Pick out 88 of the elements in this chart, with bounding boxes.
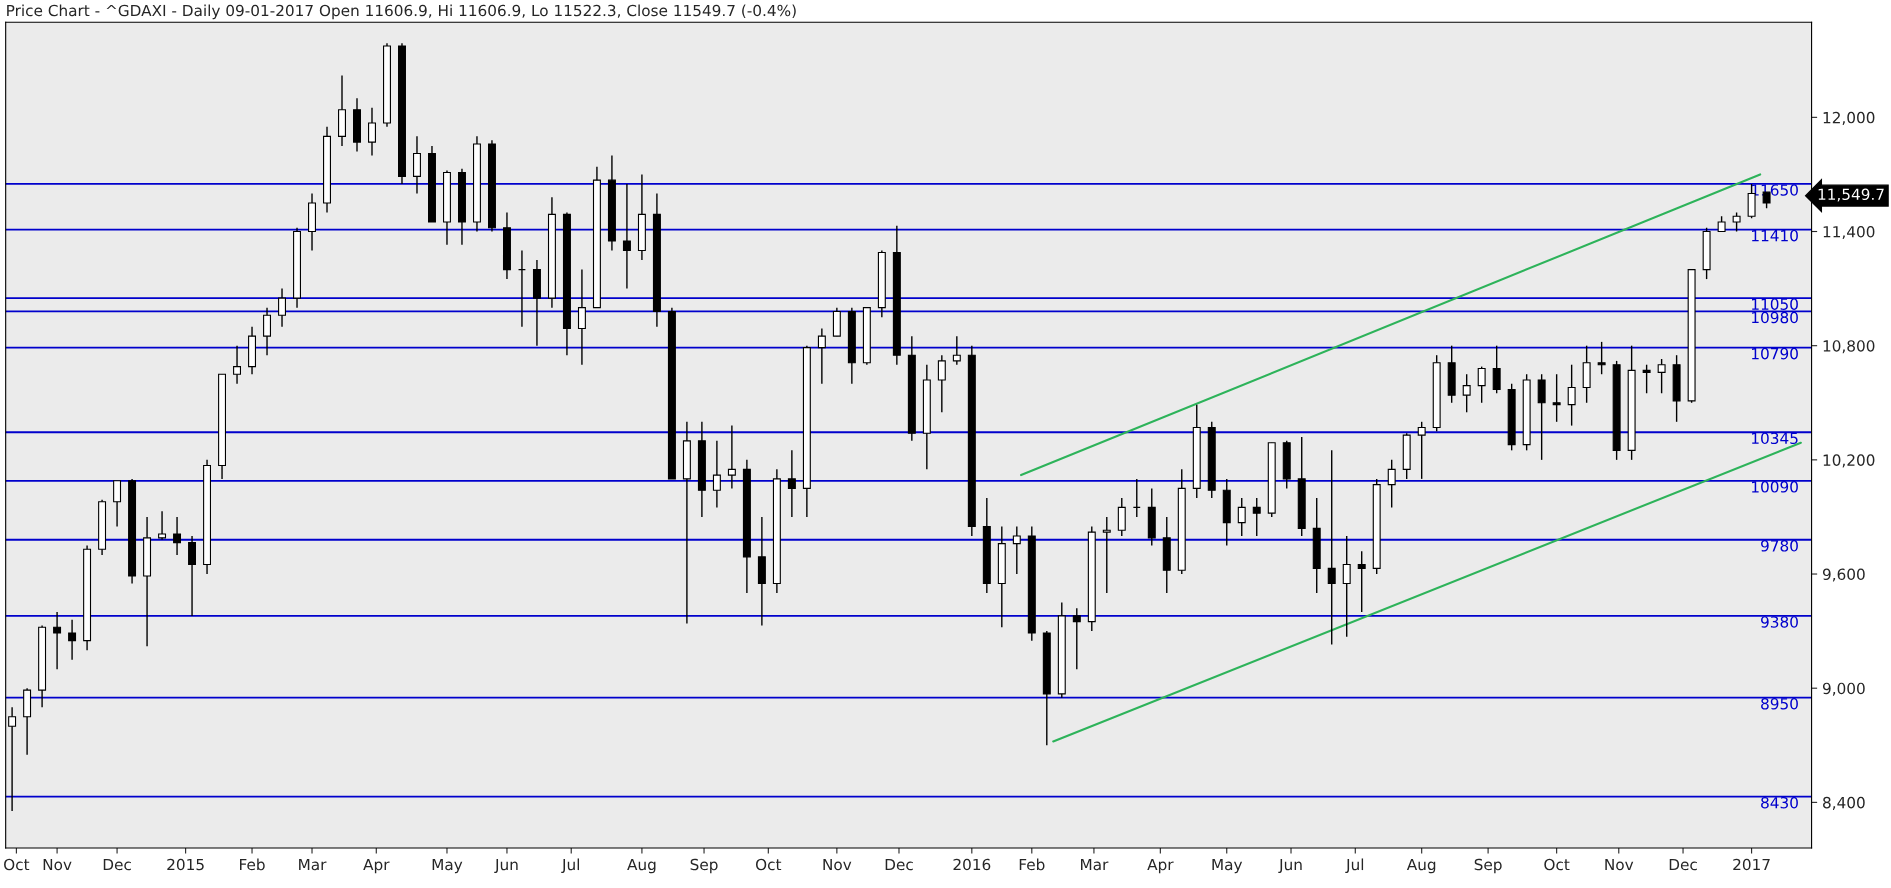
x-tick-label: Nov bbox=[823, 858, 852, 871]
ref-line-label: 10790 bbox=[1752, 347, 1798, 360]
ref-line-label: 10345 bbox=[1752, 432, 1798, 445]
candlestick bbox=[1417, 421, 1426, 480]
y-tick-label: 11,400 bbox=[1823, 225, 1875, 240]
x-tick-label: Dec bbox=[1669, 858, 1697, 871]
x-tick-label: Apr bbox=[1147, 858, 1174, 874]
candlestick bbox=[278, 287, 287, 328]
candlestick bbox=[712, 440, 721, 509]
candlestick bbox=[1357, 550, 1366, 613]
candlestick bbox=[817, 327, 826, 385]
y-tick-label: 8,400 bbox=[1823, 796, 1865, 810]
x-tick-label: Nov bbox=[1605, 858, 1634, 871]
candlestick bbox=[53, 611, 62, 670]
candlestick bbox=[1012, 525, 1021, 575]
x-tick-label: Oct bbox=[4, 858, 30, 871]
x-tick-label: Jul bbox=[1345, 858, 1364, 874]
x-tick-label: 2016 bbox=[953, 858, 991, 871]
x-tick-label: Dec bbox=[885, 858, 913, 871]
y-tick-label: 10,200 bbox=[1823, 454, 1875, 468]
x-tick-label: 2017 bbox=[1733, 858, 1770, 871]
candlestick bbox=[622, 183, 631, 290]
ref-line-label: 9380 bbox=[1761, 616, 1798, 628]
candlestick bbox=[1387, 459, 1396, 509]
candlestick bbox=[1237, 497, 1246, 537]
x-tick-label: Oct bbox=[755, 858, 782, 871]
candlestick bbox=[577, 268, 586, 366]
candlestick bbox=[412, 135, 421, 195]
candlestick bbox=[1492, 344, 1501, 394]
candlestick bbox=[1327, 449, 1336, 646]
candlestick bbox=[1102, 516, 1111, 594]
x-tick-label: May bbox=[432, 858, 463, 874]
candlestick bbox=[1597, 341, 1606, 375]
candlestick bbox=[1072, 607, 1081, 670]
ref-line-label: 9780 bbox=[1761, 540, 1798, 552]
y-tick-label: 9,000 bbox=[1822, 682, 1865, 696]
ref-line-label: 8430 bbox=[1761, 796, 1798, 809]
y-tick-label: 9,600 bbox=[1822, 568, 1865, 582]
x-tick-label: Jun bbox=[1278, 858, 1302, 874]
x-tick-label: Mar bbox=[1081, 858, 1109, 871]
x-tick-label: Feb bbox=[240, 858, 265, 871]
candlestick bbox=[1657, 358, 1666, 394]
y-tick-label: 10,800 bbox=[1823, 340, 1875, 354]
candlestick bbox=[1477, 365, 1486, 404]
ref-line-label: 11050 bbox=[1752, 298, 1798, 310]
x-tick-label: Aug bbox=[627, 858, 656, 874]
x-tick-label: Jun bbox=[494, 858, 518, 874]
candlestick bbox=[1552, 373, 1561, 423]
candlestick bbox=[1732, 211, 1741, 233]
x-tick-label: Oct bbox=[1544, 858, 1570, 871]
x-tick-label: Jul bbox=[561, 858, 580, 874]
candlestick bbox=[368, 107, 376, 157]
x-tick-label: Apr bbox=[363, 858, 390, 874]
candlestick bbox=[1117, 497, 1126, 537]
ref-line-label: 10980 bbox=[1752, 311, 1798, 324]
candlestick bbox=[1342, 535, 1351, 638]
ref-line-label: 8950 bbox=[1761, 697, 1798, 710]
candlestick bbox=[787, 449, 796, 518]
text: 11,549.7 bbox=[1818, 188, 1884, 202]
candlestick bbox=[1567, 364, 1576, 427]
x-tick-label: Nov bbox=[43, 858, 72, 871]
candlestick bbox=[188, 535, 197, 617]
candlestick bbox=[727, 424, 736, 490]
x-tick-label: Mar bbox=[299, 858, 327, 871]
candlestick bbox=[173, 516, 182, 556]
candlestick bbox=[1537, 373, 1546, 461]
candlestick bbox=[1642, 364, 1651, 394]
x-tick-label: Sep bbox=[1474, 858, 1502, 874]
ref-line-label: 10090 bbox=[1752, 481, 1798, 493]
ref-line-label: 11410 bbox=[1752, 229, 1798, 242]
candlestick bbox=[113, 480, 122, 528]
x-tick-label: Aug bbox=[1406, 858, 1436, 874]
x-tick-label: May bbox=[1212, 858, 1243, 874]
candlestick bbox=[8, 706, 17, 812]
x-tick-label: Feb bbox=[1019, 858, 1045, 871]
candlestick bbox=[1252, 497, 1261, 537]
y-tick-label: 12,000 bbox=[1823, 111, 1875, 125]
x-tick-label: Dec bbox=[103, 858, 131, 871]
candlestick bbox=[937, 354, 946, 413]
x-tick-label: Sep bbox=[690, 858, 718, 874]
chart-title: Price Chart - ^GDAXI - Daily 09-01-2017 Open 11606.9, Hi 11606.9, Lo 11522.3, Close 11549.7 (-0.4%) bbox=[7, 4, 796, 20]
candlestick bbox=[233, 344, 242, 385]
candlestick bbox=[1462, 373, 1471, 413]
x-tick-label: 2015 bbox=[167, 858, 204, 871]
candlestick bbox=[68, 619, 77, 661]
candlestick bbox=[952, 335, 961, 366]
candlestick bbox=[263, 306, 272, 356]
candlestick bbox=[158, 510, 167, 541]
